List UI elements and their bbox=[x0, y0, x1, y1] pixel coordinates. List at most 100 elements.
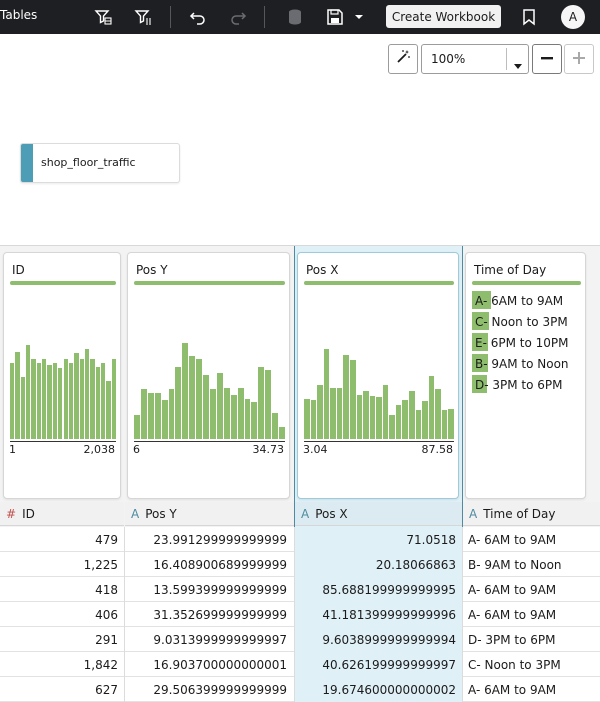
histogram-bar[interactable] bbox=[68, 363, 74, 439]
table-row[interactable]: 627 29.506399999999999 19.674600000000002 A… bbox=[0, 677, 600, 702]
histogram-bar[interactable] bbox=[154, 393, 161, 439]
zoom-select[interactable]: 100% bbox=[421, 44, 529, 74]
histogram-bar[interactable] bbox=[402, 400, 409, 439]
histogram-bar[interactable] bbox=[441, 410, 448, 439]
profile-card-id[interactable]: ID 1 2,038 bbox=[3, 252, 121, 499]
histogram-bar[interactable] bbox=[134, 415, 140, 439]
histogram-bar[interactable] bbox=[448, 409, 454, 439]
histogram-bar[interactable] bbox=[310, 400, 317, 439]
histogram-bar[interactable] bbox=[428, 376, 435, 439]
pos-y-cell[interactable]: 16.903700000000001 bbox=[153, 657, 287, 672]
histogram-bar[interactable] bbox=[237, 388, 244, 439]
histogram-bar[interactable] bbox=[140, 389, 147, 439]
pos-x-cell[interactable]: 41.181399999999996 bbox=[295, 602, 462, 627]
histogram-bar[interactable] bbox=[196, 359, 203, 439]
histogram-bar[interactable] bbox=[31, 359, 36, 439]
histogram-bar[interactable] bbox=[161, 400, 168, 439]
histogram-bar[interactable] bbox=[79, 359, 84, 439]
histogram-bar[interactable] bbox=[415, 410, 422, 439]
histogram-bar[interactable] bbox=[42, 359, 47, 439]
histogram-bar[interactable] bbox=[330, 388, 336, 439]
histogram-bar[interactable] bbox=[63, 359, 68, 439]
id-cell[interactable]: 1,842 bbox=[83, 657, 118, 672]
histogram-bar[interactable] bbox=[47, 365, 52, 439]
id-cell[interactable]: 627 bbox=[95, 682, 118, 697]
histogram-bar[interactable] bbox=[363, 391, 369, 439]
histogram-bar[interactable] bbox=[244, 399, 251, 439]
column-header-time-of-day[interactable]: A Time of Day bbox=[463, 502, 600, 526]
profile-card-time-of-day[interactable]: Time of Day A- 6AM to 9AM C- Noon to 3PM E… bbox=[465, 252, 586, 499]
histogram-bar[interactable] bbox=[203, 375, 209, 439]
histogram-bar[interactable] bbox=[258, 367, 265, 439]
auto-arrange-button[interactable] bbox=[388, 44, 418, 74]
histogram-bar[interactable] bbox=[168, 389, 175, 439]
table-row[interactable]: 1,842 16.903700000000001 40.62619999999999… bbox=[0, 652, 600, 677]
histogram-bar[interactable] bbox=[111, 359, 116, 439]
id-cell[interactable]: 291 bbox=[95, 632, 118, 647]
filter-table-icon[interactable] bbox=[92, 6, 114, 28]
histogram-bar[interactable] bbox=[317, 385, 323, 439]
histogram-bar[interactable] bbox=[336, 388, 343, 439]
histogram-bar[interactable] bbox=[106, 381, 111, 439]
pos-y-cell[interactable]: 31.352699999999999 bbox=[153, 607, 287, 622]
histogram-bar[interactable] bbox=[272, 413, 279, 439]
table-row[interactable]: 291 9.0313999999999997 9.6038999999999994 D… bbox=[0, 627, 600, 652]
histogram-bar[interactable] bbox=[15, 352, 20, 439]
pos-x-cell[interactable]: 20.18066863 bbox=[295, 552, 462, 577]
time-of-day-cell[interactable]: A- 6AM to 9AM bbox=[468, 682, 557, 697]
table-row[interactable]: 479 23.991299999999999 71.0518 A- 6AM to 9A… bbox=[0, 527, 600, 552]
column-header-pos-y[interactable]: A Pos Y bbox=[125, 502, 294, 526]
data-source-node[interactable]: shop_floor_traffic bbox=[20, 143, 180, 183]
histogram-bar[interactable] bbox=[189, 356, 196, 439]
table-row[interactable]: 418 13.599399999999999 85.688199999999995 A… bbox=[0, 577, 600, 602]
histogram-bar[interactable] bbox=[422, 401, 428, 439]
profile-card-pos-x[interactable]: Pos X 3.04 87.58 bbox=[297, 252, 459, 499]
histogram-bar[interactable] bbox=[58, 368, 63, 439]
pos-x-cell[interactable]: 19.674600000000002 bbox=[295, 677, 462, 702]
histogram-bar[interactable] bbox=[90, 359, 95, 439]
category-item[interactable]: C- Noon to 3PM bbox=[472, 311, 569, 332]
histogram-bar[interactable] bbox=[435, 389, 441, 439]
time-of-day-cell[interactable]: B- 9AM to Noon bbox=[468, 557, 562, 572]
histogram-bar[interactable] bbox=[10, 363, 15, 439]
pos-y-cell[interactable]: 16.408900689999999 bbox=[153, 557, 287, 572]
histogram-bar[interactable] bbox=[376, 397, 382, 439]
histogram-bar[interactable] bbox=[26, 345, 31, 439]
pos-y-cell[interactable]: 29.506399999999999 bbox=[153, 682, 287, 697]
histogram-bar[interactable] bbox=[343, 355, 349, 439]
id-cell[interactable]: 479 bbox=[95, 532, 118, 547]
pos-x-cell[interactable]: 71.0518 bbox=[295, 527, 462, 552]
histogram-bar[interactable] bbox=[52, 363, 58, 439]
histogram-bar[interactable] bbox=[210, 389, 216, 439]
id-cell[interactable]: 406 bbox=[95, 607, 118, 622]
category-item[interactable]: E- 6PM to 10PM bbox=[472, 332, 569, 353]
time-of-day-cell[interactable]: A- 6AM to 9AM bbox=[468, 532, 557, 547]
chevron-down-icon[interactable] bbox=[513, 56, 523, 75]
histogram-bar[interactable] bbox=[265, 370, 272, 439]
save-menu-caret-icon[interactable] bbox=[348, 6, 370, 28]
pos-x-cell[interactable]: 9.6038999999999994 bbox=[295, 627, 462, 652]
category-item[interactable]: B- 9AM to Noon bbox=[472, 353, 569, 374]
histogram-bar[interactable] bbox=[395, 405, 402, 439]
time-of-day-cell[interactable]: A- 6AM to 9AM bbox=[468, 582, 557, 597]
time-of-day-cell[interactable]: D- 3PM to 6PM bbox=[468, 632, 556, 647]
histogram-bar[interactable] bbox=[100, 363, 106, 439]
histogram-bar[interactable] bbox=[279, 427, 285, 439]
histogram-bar[interactable] bbox=[20, 377, 26, 439]
histogram-bar[interactable] bbox=[349, 360, 356, 439]
histogram-bar[interactable] bbox=[84, 349, 90, 439]
histogram-bar[interactable] bbox=[389, 415, 395, 439]
category-item[interactable]: A- 6AM to 9AM bbox=[472, 290, 569, 311]
undo-icon[interactable] bbox=[187, 6, 209, 28]
save-icon[interactable] bbox=[324, 6, 346, 28]
user-avatar[interactable]: A bbox=[561, 5, 585, 29]
time-of-day-cell[interactable]: C- Noon to 3PM bbox=[468, 657, 561, 672]
pos-x-cell[interactable]: 40.626199999999997 bbox=[295, 652, 462, 677]
histogram-bar[interactable] bbox=[251, 402, 258, 439]
create-workbook-button[interactable]: Create Workbook bbox=[386, 5, 501, 28]
id-cell[interactable]: 418 bbox=[95, 582, 118, 597]
histogram-bar[interactable] bbox=[95, 367, 100, 439]
histogram-bar[interactable] bbox=[356, 395, 363, 439]
id-cell[interactable]: 1,225 bbox=[83, 557, 118, 572]
time-of-day-cell[interactable]: A- 6AM to 9AM bbox=[468, 607, 557, 622]
